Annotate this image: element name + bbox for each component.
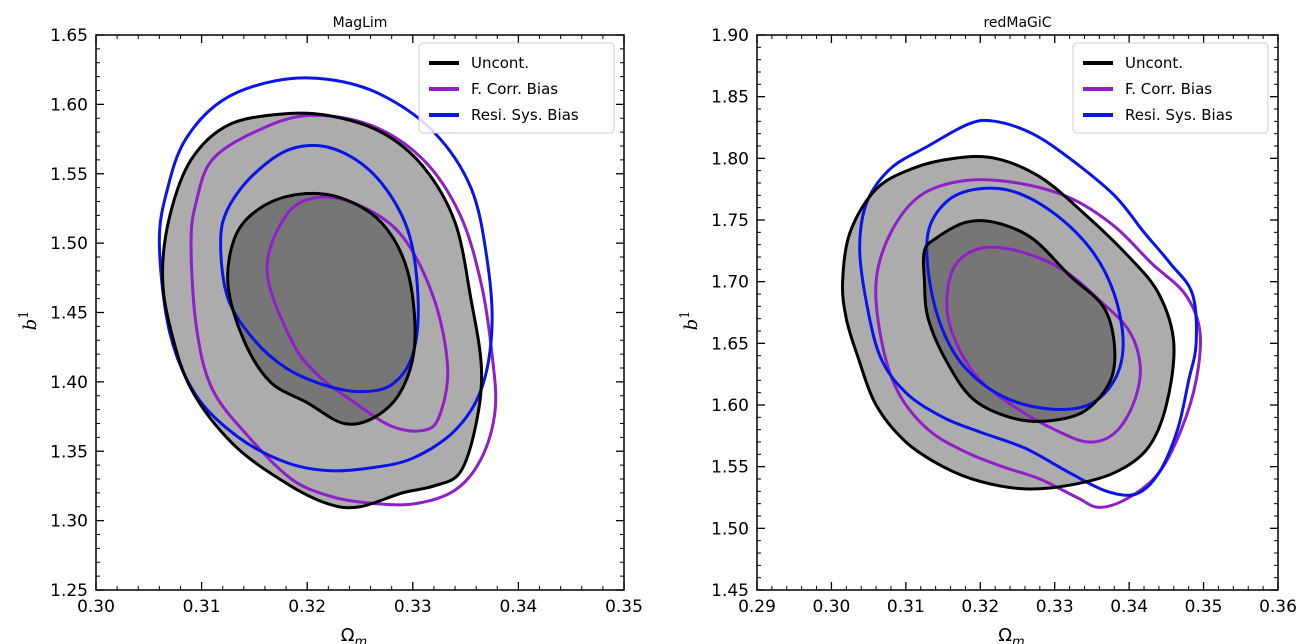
chart-title: redMaGiC xyxy=(983,15,1051,31)
legend-label-2: Resi. Sys. Bias xyxy=(471,106,579,124)
x-tick-label: 0.30 xyxy=(812,597,850,617)
series-1-outer-contour xyxy=(874,178,1202,509)
y-tick-label: 1.65 xyxy=(50,26,88,46)
chart-title: MagLim xyxy=(333,15,388,31)
legend-label-0: Uncont. xyxy=(471,54,529,72)
y-tick-label: 1.25 xyxy=(50,581,88,601)
x-tick-label: 0.34 xyxy=(499,597,537,617)
y-tick-label: 1.45 xyxy=(711,581,749,601)
series-2-outer-contour xyxy=(858,118,1198,497)
y-tick-label: 1.45 xyxy=(50,304,88,324)
legend: Uncont. F. Corr. Bias Resi. Sys. Bias xyxy=(418,42,615,134)
y-tick-label: 1.50 xyxy=(711,519,749,539)
x-tick-label: 0.31 xyxy=(887,597,925,617)
y-tick-label: 1.55 xyxy=(711,458,749,478)
x-tick-label: 0.32 xyxy=(288,597,326,617)
plot-area xyxy=(157,76,498,510)
series-0-outer-contour xyxy=(161,111,484,510)
x-tick-label: 0.35 xyxy=(605,597,643,617)
series-0-inner-contour xyxy=(226,191,417,426)
x-tick-label: 0.31 xyxy=(183,597,221,617)
plot-area xyxy=(840,118,1202,509)
x-axis-label: Ωm xyxy=(998,625,1024,644)
x-tick-label: 0.36 xyxy=(1259,597,1297,617)
series-0-outer-contour xyxy=(840,155,1176,491)
y-tick-label: 1.60 xyxy=(50,95,88,115)
x-tick-label: 0.33 xyxy=(394,597,432,617)
x-tick-label: 0.35 xyxy=(1185,597,1223,617)
legend-box xyxy=(418,42,615,134)
y-tick-label: 1.85 xyxy=(711,88,749,108)
series-0-inner-contour xyxy=(921,218,1117,423)
y-tick-label: 1.55 xyxy=(50,165,88,185)
y-tick-label: 1.65 xyxy=(711,334,749,354)
y-tick-label: 1.75 xyxy=(711,211,749,231)
y-tick-label: 1.90 xyxy=(711,26,749,46)
x-tick-label: 0.30 xyxy=(77,597,115,617)
x-tick-label: 0.34 xyxy=(1110,597,1148,617)
y-tick-label: 1.30 xyxy=(50,512,88,532)
x-tick-label: 0.29 xyxy=(738,597,776,617)
y-tick-label: 1.50 xyxy=(50,234,88,254)
series-2-inner-contour xyxy=(925,186,1125,411)
legend: Uncont. F. Corr. Bias Resi. Sys. Bias xyxy=(1072,42,1269,134)
legend-box xyxy=(1072,42,1269,134)
y-axis-label: b1 xyxy=(678,311,702,331)
panel-0: 0.30 0.31 0.32 0.33 0.34 0.35 1.25 1.30 1.35 1.40… xyxy=(17,15,643,644)
panel-1: 0.29 0.30 0.31 0.32 0.33 0.34 0.35 0.36 1.45 1.50… xyxy=(678,15,1297,644)
series-2-outer-contour xyxy=(157,76,494,473)
x-axis-label: Ωm xyxy=(341,625,367,644)
y-tick-label: 1.40 xyxy=(50,373,88,393)
legend-label-2: Resi. Sys. Bias xyxy=(1125,106,1233,124)
y-tick-label: 1.80 xyxy=(711,149,749,169)
axes-frame xyxy=(756,34,1279,591)
legend-label-0: Uncont. xyxy=(1125,54,1183,72)
legend-label-1: F. Corr. Bias xyxy=(471,80,558,98)
y-axis-label: b1 xyxy=(17,311,41,331)
series-2-inner-contour xyxy=(219,143,420,394)
y-tick-label: 1.70 xyxy=(711,273,749,293)
legend-label-1: F. Corr. Bias xyxy=(1125,80,1212,98)
series-1-inner-contour xyxy=(265,195,450,433)
x-tick-label: 0.32 xyxy=(961,597,999,617)
y-tick-label: 1.35 xyxy=(50,442,88,462)
y-tick-label: 1.60 xyxy=(711,396,749,416)
series-0-inner-fill xyxy=(227,193,416,425)
series-1-outer-contour xyxy=(189,113,498,507)
x-tick-label: 0.33 xyxy=(1036,597,1074,617)
